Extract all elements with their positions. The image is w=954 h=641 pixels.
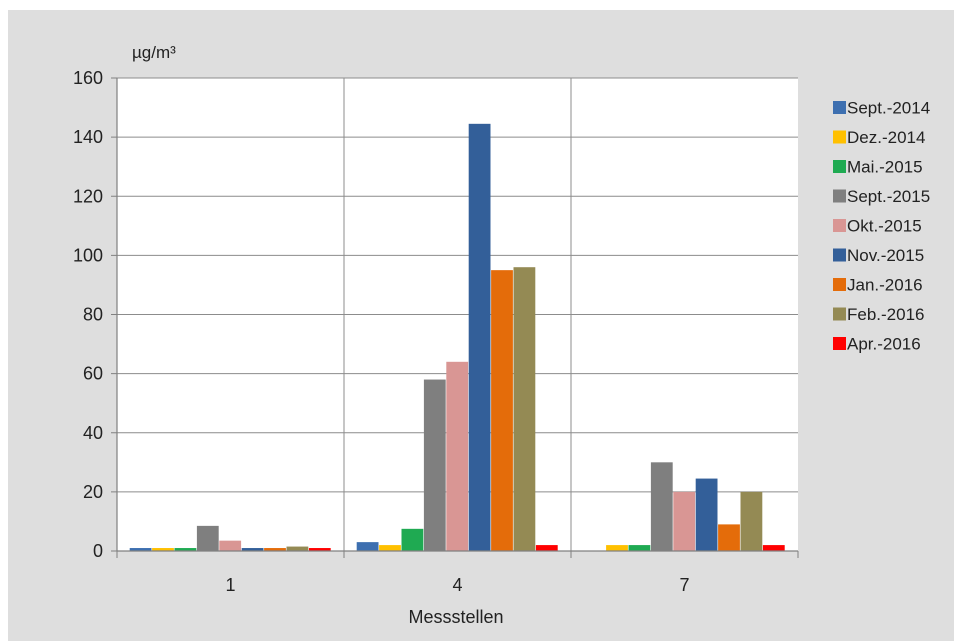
bar <box>696 479 718 551</box>
y-tick-label: 40 <box>83 423 103 443</box>
legend-label: Okt.-2015 <box>847 217 922 236</box>
bar <box>606 545 628 551</box>
x-tick-label: 7 <box>679 575 689 595</box>
x-tick-label: 1 <box>225 575 235 595</box>
bar <box>469 124 491 551</box>
legend-label: Nov.-2015 <box>847 246 924 265</box>
x-axis-title: Messstellen <box>408 607 503 627</box>
legend-label: Sept.-2014 <box>847 99 930 118</box>
y-tick-label: 20 <box>83 482 103 502</box>
legend-swatch <box>833 101 846 114</box>
bar <box>651 462 673 551</box>
bar <box>741 492 763 551</box>
bar <box>763 545 785 551</box>
legend-swatch <box>833 278 846 291</box>
bar <box>402 529 424 551</box>
y-tick-label: 0 <box>93 541 103 561</box>
legend: Sept.-2014 Dez.-2014 Mai.-2015 Sept.-2015 Ok… <box>833 99 930 354</box>
legend-swatch <box>833 337 846 350</box>
legend-swatch <box>833 249 846 262</box>
y-tick-label: 60 <box>83 364 103 384</box>
y-tick-label: 160 <box>73 68 103 88</box>
y-tick-label: 120 <box>73 186 103 206</box>
y-tick-label: 100 <box>73 245 103 265</box>
legend-swatch <box>833 131 846 144</box>
legend-swatch <box>833 219 846 232</box>
legend-label: Jan.-2016 <box>847 276 923 295</box>
bar <box>424 380 446 551</box>
bar <box>357 542 379 551</box>
bar <box>379 545 401 551</box>
bar <box>514 267 536 551</box>
bar <box>718 524 740 551</box>
bar <box>536 545 558 551</box>
legend-swatch <box>833 160 846 173</box>
legend-swatch <box>833 190 846 203</box>
unit-label: µg/m³ <box>132 43 176 62</box>
y-tick-label: 140 <box>73 127 103 147</box>
legend-swatch <box>833 308 846 321</box>
bar <box>673 492 695 551</box>
legend-label: Dez.-2014 <box>847 128 925 147</box>
legend-label: Feb.-2016 <box>847 305 925 324</box>
bar <box>287 547 309 551</box>
bar <box>446 362 468 551</box>
bar <box>197 526 219 551</box>
bar <box>219 541 241 551</box>
y-tick-label: 80 <box>83 305 103 325</box>
bar <box>491 270 513 551</box>
legend-label: Mai.-2015 <box>847 158 923 177</box>
bar <box>629 545 651 551</box>
legend-label: Apr.-2016 <box>847 335 921 354</box>
x-tick-label: 4 <box>452 575 462 595</box>
legend-label: Sept.-2015 <box>847 187 930 206</box>
